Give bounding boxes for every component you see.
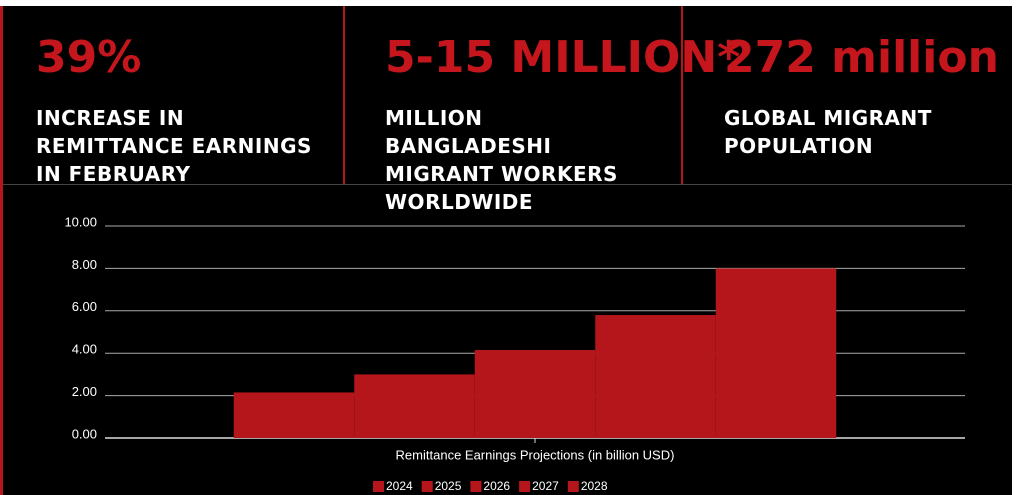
x-axis-label: Remittance Earnings Projections (in bill… [396,447,675,462]
y-tick-label: 4.00 [72,342,97,357]
legend-swatch [470,481,482,492]
legend-label: 2025 [435,479,462,493]
bar [715,268,837,438]
bar [474,350,596,438]
legend-label: 2026 [483,479,510,493]
stat-cell: 39% INCREASE IN REMITTANCE EARNINGS IN F… [3,6,343,186]
bar [354,374,475,438]
stat-label: INCREASE IN REMITTANCE EARNINGS IN FEBRU… [36,106,312,186]
stat-value: 39% [36,32,142,83]
legend-swatch [421,481,433,492]
legend-swatch [519,481,531,492]
bar [233,392,355,438]
y-tick-label: 0.00 [72,426,97,441]
y-tick-label: 10.00 [64,214,97,229]
y-tick-label: 6.00 [72,299,97,314]
legend-label: 2027 [532,479,559,493]
y-tick-label: 8.00 [72,257,97,272]
y-tick-label: 2.00 [72,384,97,399]
stat-cell: 272 million GLOBAL MIGRANT POPULATION [681,6,1012,185]
legend-swatch [567,481,579,492]
divider [3,184,1012,185]
legend-swatch [373,481,384,492]
stat-value: 272 million [724,32,999,83]
legend-label: 2024 [386,479,413,493]
stat-label: MILLION BANGLADESHI MIGRANT WORKERS WORL… [385,106,618,214]
bar [595,315,716,438]
legend-label: 2028 [581,479,608,493]
stat-label: GLOBAL MIGRANT POPULATION [724,106,932,158]
